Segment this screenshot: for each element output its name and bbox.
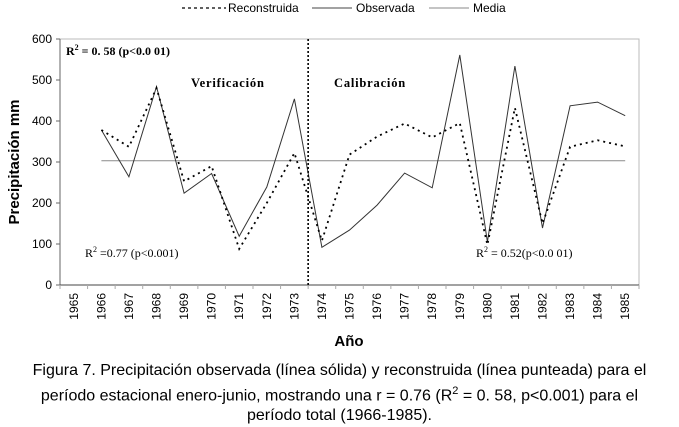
x-tick-label: 1981 bbox=[508, 293, 522, 320]
x-tick-label: 1969 bbox=[177, 293, 191, 320]
x-tick-label: 1985 bbox=[618, 293, 632, 320]
x-tick-label: 1984 bbox=[591, 293, 605, 320]
caption-line-2-sup: 2 bbox=[452, 385, 459, 397]
y-tick-label: 100 bbox=[32, 237, 52, 251]
x-tick-label: 1974 bbox=[315, 293, 329, 320]
annotation-r2-calibracion: R2 = 0.52(p<0.0 01) bbox=[476, 245, 573, 260]
x-tick-label: 1977 bbox=[398, 293, 412, 320]
precipitation-chart: Reconstruida Observada Media 0 100 200 300 4… bbox=[6, 1, 640, 350]
x-tick-label: 1975 bbox=[343, 293, 357, 320]
caption-line-3: período total (1966-1985). bbox=[246, 407, 432, 425]
y-axis-title: Precipitación mm bbox=[6, 99, 23, 224]
x-tick-label: 1968 bbox=[150, 293, 164, 320]
x-tick-label: 1976 bbox=[370, 293, 384, 320]
y-tick-label: 200 bbox=[32, 196, 52, 210]
x-tick-label: 1971 bbox=[232, 293, 246, 320]
y-tick-label: 500 bbox=[32, 73, 52, 87]
x-axis-title: Año bbox=[334, 333, 363, 350]
x-tick-label: 1970 bbox=[205, 293, 219, 320]
legend-label-observada: Observada bbox=[356, 1, 415, 15]
x-tick-label: 1973 bbox=[287, 293, 301, 320]
annotation-r2-total: R2 = 0. 58 (p<0.0 01) bbox=[66, 43, 170, 58]
caption-line-2-b: = 0. 58, p<0.001) para el bbox=[458, 387, 639, 405]
caption-line-2: período estacional enero-junio, mostrand… bbox=[0, 381, 679, 406]
y-tick-label: 300 bbox=[32, 155, 52, 169]
annotation-calibracion: Calibración bbox=[334, 76, 406, 90]
caption-line-1: Figura 7. Precipitación observada (línea… bbox=[32, 362, 647, 379]
series-line-reconstruida bbox=[100, 85, 626, 252]
series-group bbox=[100, 54, 626, 252]
figure-caption: Figura 7. Precipitación observada (línea… bbox=[0, 361, 679, 426]
x-tick-label: 1982 bbox=[536, 293, 550, 320]
x-tick-label: 1967 bbox=[122, 293, 136, 320]
y-ticks: 0 100 200 300 400 500 600 bbox=[32, 32, 60, 292]
legend: Reconstruida Observada Media bbox=[182, 1, 506, 15]
caption-line-2-a: período estacional enero-junio, mostrand… bbox=[40, 387, 453, 405]
annotation-r2-verificacion: R2 =0.77 (p<0.001) bbox=[85, 245, 179, 260]
x-tick-label: 1966 bbox=[94, 293, 108, 320]
x-tick-label: 1978 bbox=[425, 293, 439, 320]
y-tick-label: 600 bbox=[32, 32, 52, 46]
x-tick-label: 1983 bbox=[563, 293, 577, 320]
x-tick-label: 1980 bbox=[480, 293, 494, 320]
annotation-verificacion: Verificación bbox=[191, 76, 265, 90]
legend-label-reconstruida: Reconstruida bbox=[228, 1, 299, 15]
y-tick-label: 400 bbox=[32, 114, 52, 128]
x-tick-label: 1979 bbox=[453, 293, 467, 320]
x-tick-label: 1965 bbox=[67, 293, 81, 320]
y-tick-label: 0 bbox=[45, 278, 52, 292]
series-line-observada bbox=[100, 54, 626, 249]
legend-label-media: Media bbox=[473, 1, 506, 15]
x-ticks: 1965 1966 1967 1968 1969 1970 1971 1972 1973 1974… bbox=[59, 285, 640, 320]
x-tick-label: 1972 bbox=[260, 293, 274, 320]
